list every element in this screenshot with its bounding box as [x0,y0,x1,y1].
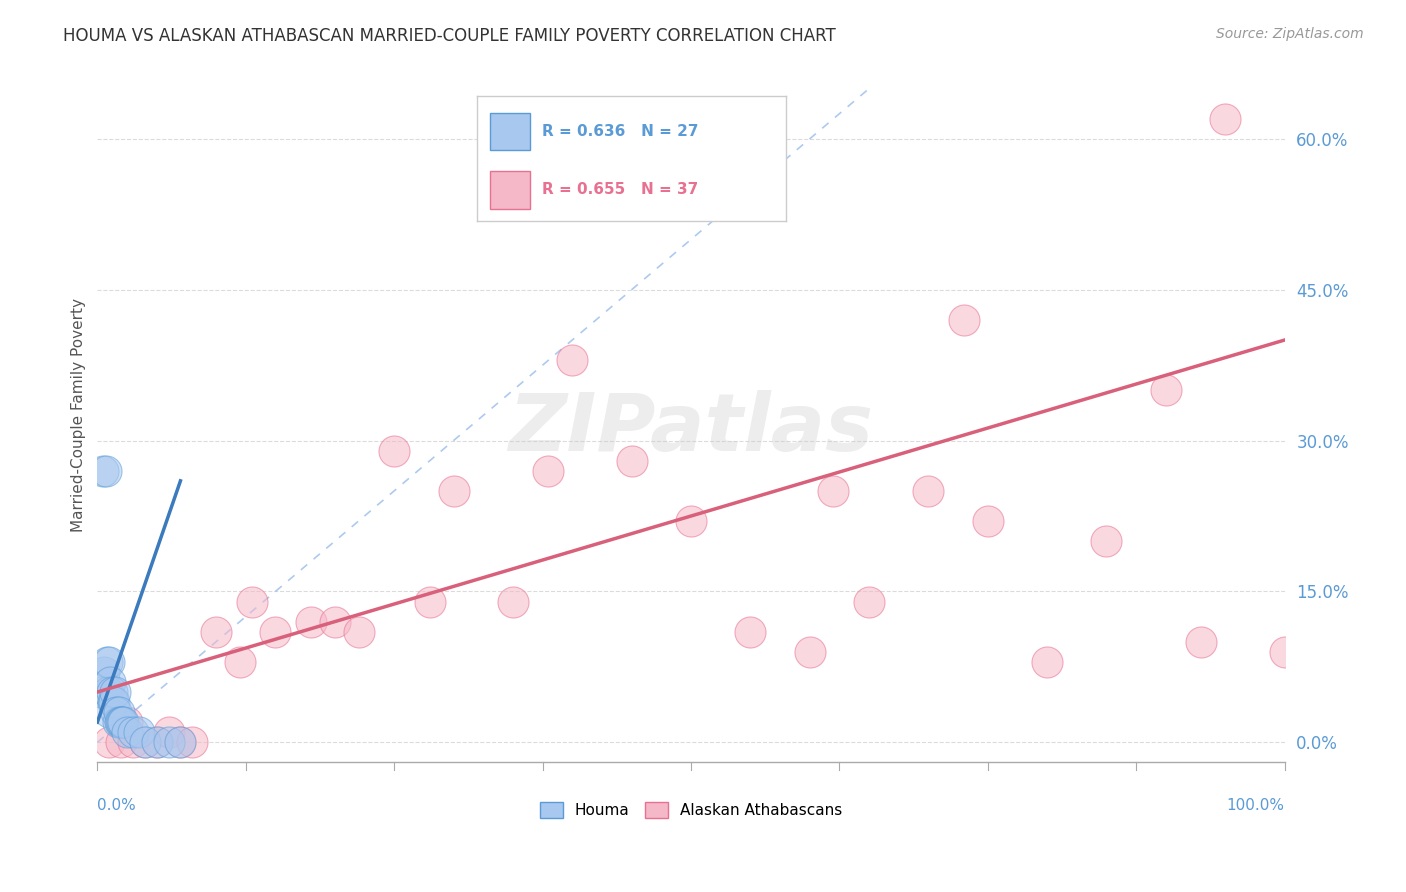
Point [620,454,643,468]
Point [169,735,191,749]
Point [108,715,131,730]
Point [90,685,112,699]
Point [1274,645,1296,659]
Point [101,695,124,709]
Point [1189,634,1212,648]
Point [97,685,120,699]
Point [100,685,122,699]
Point [157,735,180,749]
Point [98,735,121,749]
Point [94,464,117,478]
Text: ZIPatlas: ZIPatlas [509,391,873,468]
Point [799,645,821,659]
Point [443,483,465,498]
Point [502,594,524,608]
Point [977,514,1000,528]
Point [115,715,138,730]
Point [91,464,114,478]
Point [107,715,129,730]
Point [679,514,702,528]
Text: HOUMA VS ALASKAN ATHABASCAN MARRIED-COUPLE FAMILY POVERTY CORRELATION CHART: HOUMA VS ALASKAN ATHABASCAN MARRIED-COUP… [63,27,837,45]
Point [382,443,405,458]
Point [145,735,167,749]
Point [100,675,122,690]
Y-axis label: Married-Couple Family Poverty: Married-Couple Family Poverty [72,299,86,533]
Point [103,695,125,709]
Point [347,624,370,639]
Point [323,615,346,629]
Legend: Houma, Alaskan Athabascans: Houma, Alaskan Athabascans [533,796,848,824]
Point [1095,534,1118,549]
Point [823,483,845,498]
Point [740,624,762,639]
Point [561,353,583,368]
Point [1154,384,1177,398]
Point [1036,655,1059,669]
Point [858,594,880,608]
Point [98,705,121,719]
Point [128,725,150,739]
Point [264,624,287,639]
Point [145,735,167,749]
Point [169,735,191,749]
Point [299,615,322,629]
Point [1213,112,1236,126]
Point [93,665,115,679]
Point [104,685,127,699]
Point [122,735,145,749]
Point [419,594,441,608]
Point [110,715,132,730]
Point [205,624,228,639]
Point [537,464,560,478]
Point [111,715,134,730]
Text: 0.0%: 0.0% [97,797,136,813]
Point [96,655,118,669]
Point [134,735,156,749]
Point [181,735,204,749]
Text: 100.0%: 100.0% [1226,797,1285,813]
Point [157,725,180,739]
Point [122,725,145,739]
Point [110,735,132,749]
Point [229,655,252,669]
Point [98,655,121,669]
Point [240,594,263,608]
Point [134,735,156,749]
Point [112,715,135,730]
Point [105,705,128,719]
Point [953,313,976,327]
Point [115,725,138,739]
Point [107,705,129,719]
Point [917,483,939,498]
Text: Source: ZipAtlas.com: Source: ZipAtlas.com [1216,27,1364,41]
